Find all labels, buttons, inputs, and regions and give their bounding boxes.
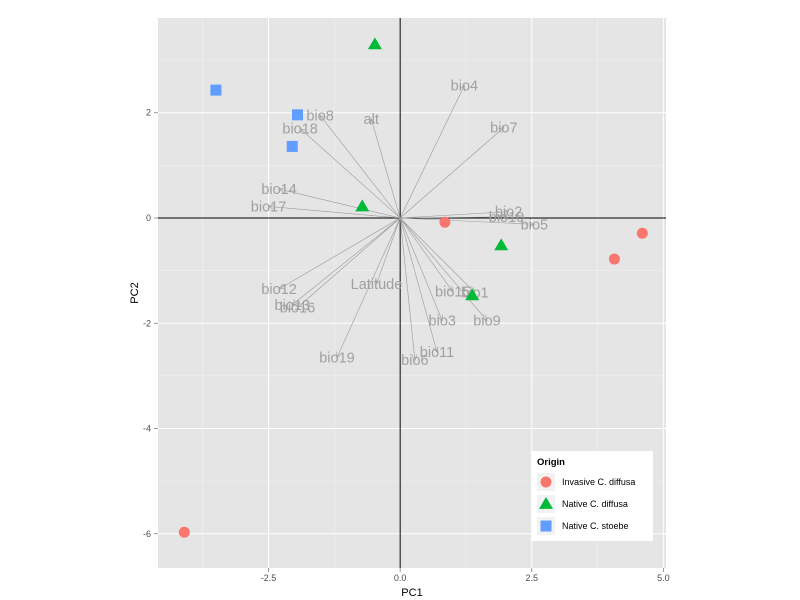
- vector-arrowhead-bio16: [296, 301, 304, 308]
- vector-bio12: [278, 217, 401, 290]
- vector-label-bio9: bio9: [473, 314, 500, 330]
- vector-label-bio13: bio13: [274, 298, 309, 314]
- vector-arrowhead-bio12: [278, 283, 286, 290]
- vector-label-bio5: bio5: [521, 217, 548, 233]
- vector-bio1: [399, 217, 476, 293]
- vector-Latitude: [376, 217, 401, 284]
- legend-label: Native C. diffusa: [562, 499, 628, 509]
- vector-bio4: [399, 85, 465, 219]
- vector-bio19: [336, 217, 401, 358]
- vector-arrowhead-bio4: [459, 84, 465, 92]
- vector-bio17: [268, 206, 401, 219]
- vector-label-Latitude: Latitude: [351, 277, 403, 293]
- vector-arrowhead-bio9: [481, 314, 488, 322]
- point-triangle: [355, 199, 370, 212]
- data-points: [178, 37, 648, 538]
- point-square: [210, 84, 222, 96]
- vector-label-bio19: bio19: [319, 350, 354, 366]
- vector-arrowhead-bio17: [267, 204, 275, 210]
- point-circle: [439, 216, 451, 228]
- vector-arrowhead-bio19: [336, 351, 342, 359]
- point-circle: [608, 253, 620, 265]
- vector-alt: [370, 118, 401, 219]
- legend-label: Native C. stoebe: [562, 521, 629, 531]
- vector-label-bio18: bio18: [282, 122, 317, 138]
- point-circle: [636, 227, 648, 239]
- vector-arrowhead-bio5: [528, 221, 536, 227]
- vector-label-bio16: bio16: [280, 300, 315, 316]
- legend-marker-circle: [540, 476, 552, 488]
- x-tick-label: -2.5: [261, 573, 277, 583]
- vector-bio11: [399, 217, 438, 353]
- y-tick-label: -6: [143, 529, 151, 539]
- vector-label-bio10: bio10: [489, 210, 524, 226]
- axis-ticks: -2.5 0.0 2.5 5.0 -6 -4 -2 0 2: [143, 108, 670, 583]
- vector-label-bio14: bio14: [261, 182, 296, 198]
- x-axis-title: PC1: [401, 587, 422, 599]
- legend-title: Origin: [537, 457, 565, 468]
- point-triangle: [367, 37, 382, 50]
- legend-marker-triangle: [539, 497, 553, 509]
- point-triangle: [465, 288, 480, 301]
- x-tick-label: 0.0: [394, 573, 407, 583]
- vector-label-bio4: bio4: [451, 78, 478, 94]
- vector-arrowhead-bio11: [432, 346, 439, 353]
- x-tick-label: 2.5: [526, 573, 539, 583]
- vector-bio9: [399, 217, 488, 321]
- y-axis-title: PC2: [129, 282, 141, 303]
- vector-label-bio11: bio11: [420, 345, 454, 361]
- minor-gridlines: [158, 18, 666, 568]
- vector-label-bio17: bio17: [251, 199, 286, 215]
- vector-label-bio8: bio8: [306, 108, 333, 124]
- y-tick-label: -4: [143, 424, 151, 434]
- vector-arrowhead-bio13: [291, 299, 299, 306]
- point-triangle: [494, 238, 509, 251]
- vector-arrowhead-bio15: [447, 285, 454, 293]
- vector-arrowhead-bio7: [497, 127, 505, 134]
- point-square: [292, 109, 304, 121]
- vector-arrowhead-alt: [369, 118, 376, 126]
- vector-label-bio6: bio6: [401, 353, 428, 369]
- vector-bio15: [399, 217, 454, 292]
- y-tick-label: -2: [143, 318, 151, 328]
- vector-arrowhead-Latitude: [375, 277, 381, 285]
- vector-bio5: [400, 217, 535, 225]
- vector-arrowhead-bio8: [319, 114, 326, 122]
- vector-arrowhead-bio3: [437, 314, 443, 322]
- vector-bio2: [400, 211, 509, 219]
- vector-bio7: [399, 127, 505, 219]
- legend: Origin Invasive C. diffusa Native C. diffu…: [531, 451, 653, 541]
- vector-label-bio7: bio7: [490, 120, 517, 136]
- vector-label-bio15: bio15: [435, 285, 470, 301]
- point-square: [286, 140, 298, 152]
- legend-marker-square: [540, 520, 552, 532]
- vector-arrowhead-bio10: [500, 214, 508, 220]
- vector-bio16: [297, 217, 401, 308]
- vector-arrowhead-bio18: [299, 128, 306, 135]
- vector-bio18: [299, 128, 401, 219]
- vector-arrowhead-bio14: [278, 187, 286, 194]
- vector-bio10: [400, 216, 507, 219]
- x-tick-label: 5.0: [657, 573, 670, 583]
- vector-label-bio2: bio2: [495, 205, 522, 221]
- y-tick-label: 2: [146, 108, 151, 118]
- y-tick-label: 0: [146, 213, 151, 223]
- vector-arrowhead-bio2: [502, 209, 510, 215]
- vector-label-alt: alt: [364, 112, 379, 128]
- vector-arrowhead-bio6: [411, 354, 418, 361]
- vector-label-bio3: bio3: [429, 314, 456, 330]
- legend-label: Invasive C. diffusa: [562, 477, 635, 487]
- vector-bio3: [399, 217, 443, 321]
- point-circle: [178, 526, 190, 538]
- vector-bio6: [399, 217, 416, 361]
- vector-bio13: [292, 217, 401, 306]
- vector-label-bio12: bio12: [261, 282, 296, 298]
- vector-bio14: [279, 188, 401, 219]
- vector-bio8: [319, 115, 401, 219]
